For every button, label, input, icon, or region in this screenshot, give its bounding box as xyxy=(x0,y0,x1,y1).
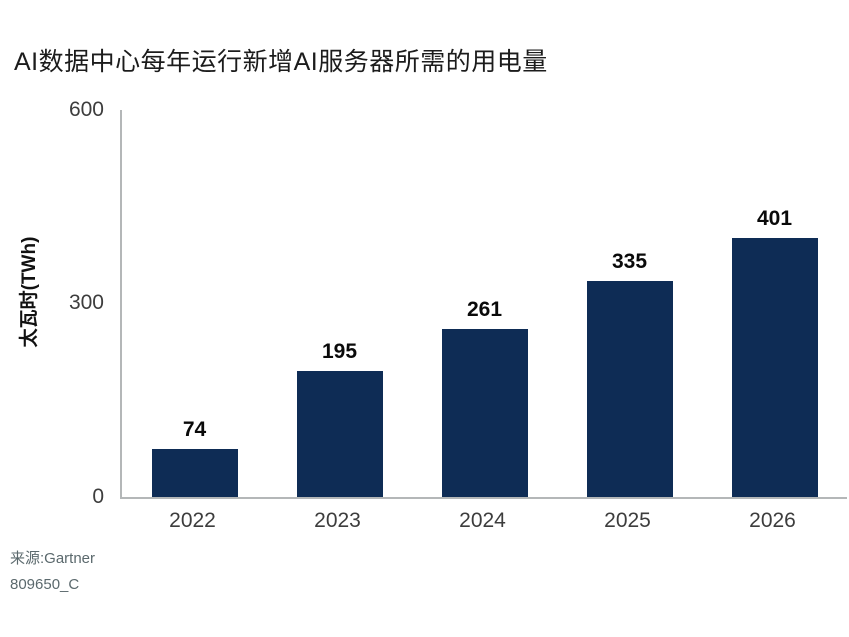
bar xyxy=(731,238,818,497)
bar xyxy=(441,329,528,497)
y-axis-ticks: 0 300 600 xyxy=(0,98,104,508)
chart-title: AI数据中心每年运行新增AI服务器所需的用电量 xyxy=(14,48,548,76)
bar-value-label: 195 xyxy=(321,340,358,363)
y-tick-label: 0 xyxy=(92,485,104,508)
bar-slot: 401 xyxy=(702,110,847,497)
bar-slot: 261 xyxy=(412,110,557,497)
bar-value-label: 74 xyxy=(182,418,207,441)
x-tick-label: 2025 xyxy=(604,509,651,532)
bar-value-label: 401 xyxy=(756,207,793,230)
x-tick-label: 2024 xyxy=(459,509,506,532)
y-tick-label: 600 xyxy=(68,98,104,121)
x-tick-label: 2026 xyxy=(749,509,796,532)
y-tick-label: 300 xyxy=(68,291,104,314)
bars-container: 74 195 261 335 401 xyxy=(122,110,847,497)
bar xyxy=(151,449,238,497)
bar-value-label: 335 xyxy=(611,250,648,273)
source-note: 来源:Gartner 809650_C xyxy=(10,546,95,598)
bar xyxy=(586,281,673,497)
bar-slot: 74 xyxy=(122,110,267,497)
x-tick-label: 2022 xyxy=(169,509,216,532)
x-axis-labels: 2022 2023 2024 2025 2026 xyxy=(120,509,845,533)
plot-area: 74 195 261 335 401 xyxy=(120,110,847,499)
bar-value-label: 261 xyxy=(466,298,503,321)
source-line: 来源:Gartner xyxy=(10,550,96,567)
bar-slot: 195 xyxy=(267,110,412,497)
x-tick-label: 2023 xyxy=(314,509,361,532)
bar xyxy=(296,371,383,497)
bar-slot: 335 xyxy=(557,110,702,497)
document-code: 809650_C xyxy=(10,576,80,593)
